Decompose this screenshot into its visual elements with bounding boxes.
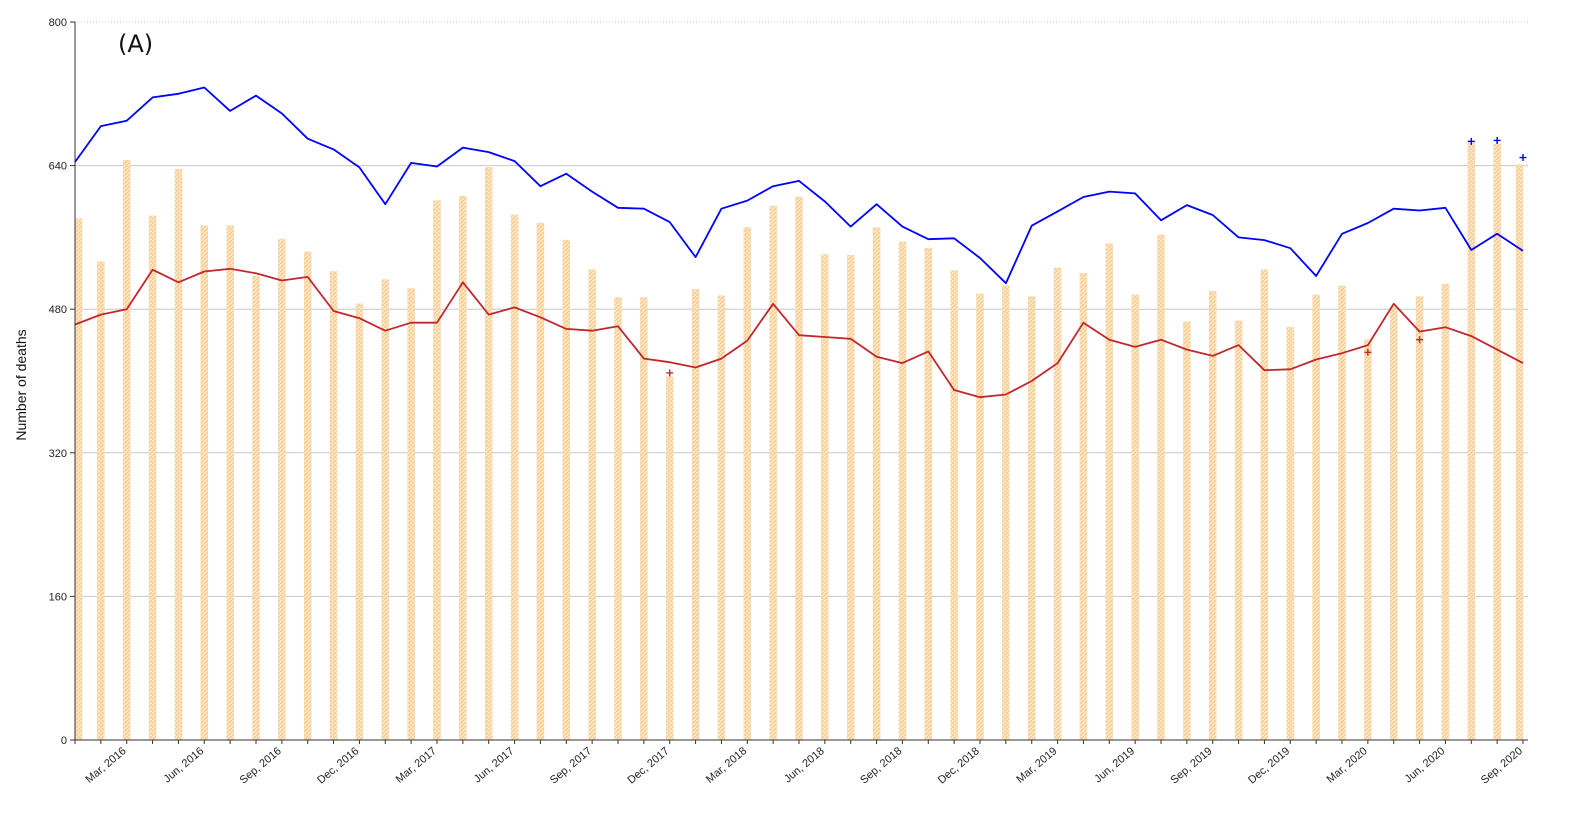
bar-6	[226, 225, 234, 741]
marker-0-1	[1493, 136, 1501, 144]
x-tick-label-7: Dec, 2017	[626, 745, 672, 786]
x-tick-label-1: Jun, 2016	[161, 745, 206, 785]
bar-45	[1234, 320, 1243, 741]
bar-48	[1312, 294, 1320, 741]
bar-46	[1260, 269, 1269, 741]
bar-26	[743, 227, 752, 741]
line-series-1	[74, 267, 1524, 399]
bar-22	[640, 297, 648, 741]
bar-50	[1364, 339, 1372, 741]
marker-0-2	[1519, 154, 1527, 162]
marker-0-0	[1467, 137, 1475, 145]
bar-3	[148, 215, 157, 741]
bar-20	[588, 269, 596, 741]
bar-series	[74, 142, 1524, 741]
bar-30	[846, 255, 855, 741]
line-markers	[666, 136, 1527, 377]
y-tick-label-3: 480	[49, 304, 67, 316]
y-tick-label-1: 160	[49, 591, 67, 603]
bar-28	[795, 196, 803, 741]
bar-52	[1415, 296, 1424, 741]
bar-25	[717, 295, 726, 741]
bar-11	[355, 303, 364, 741]
bar-43	[1183, 321, 1191, 741]
bar-37	[1027, 296, 1036, 741]
bar-7	[252, 275, 260, 741]
x-tick-label-13: Jun, 2019	[1092, 745, 1137, 785]
x-tick-label-0: Mar, 2016	[83, 745, 128, 786]
bar-53	[1441, 283, 1450, 741]
x-tick-label-12: Mar, 2019	[1014, 745, 1059, 786]
bar-9	[303, 251, 312, 741]
x-tick-label-15: Dec, 2019	[1246, 745, 1292, 786]
marker-1-1	[1364, 348, 1372, 356]
bar-42	[1157, 234, 1165, 741]
x-tick-label-10: Sep, 2018	[858, 745, 904, 786]
line-series	[74, 86, 1524, 399]
bar-2	[122, 159, 131, 741]
bar-27	[769, 205, 777, 741]
y-axis-title: Number of deaths	[13, 329, 29, 440]
bar-23	[665, 376, 674, 741]
line-series-0	[74, 86, 1524, 285]
bar-21	[614, 297, 622, 741]
bar-24	[691, 289, 700, 741]
x-tick-label-14: Sep, 2019	[1169, 745, 1215, 786]
bar-31	[872, 227, 881, 741]
x-tick-label-5: Jun, 2017	[472, 745, 517, 785]
bar-8	[278, 238, 286, 741]
bar-18	[536, 222, 545, 741]
bar-1	[97, 261, 105, 741]
bar-13	[407, 288, 415, 741]
bar-19	[562, 239, 571, 741]
x-tick-label-4: Mar, 2017	[394, 745, 439, 786]
bar-39	[1079, 273, 1088, 741]
bar-44	[1208, 291, 1217, 741]
bar-41	[1131, 294, 1139, 741]
y-tick-label-5: 800	[49, 17, 67, 29]
bar-5	[200, 225, 209, 741]
bar-34	[950, 270, 958, 741]
bar-0	[74, 218, 83, 741]
bar-12	[381, 279, 390, 741]
bar-54	[1467, 142, 1476, 741]
bar-51	[1389, 306, 1398, 741]
bar-16	[484, 167, 493, 741]
y-tick-label-4: 640	[49, 161, 67, 173]
marker-1-0	[666, 369, 674, 377]
axes	[70, 21, 1528, 744]
y-tick-label-0: 0	[61, 735, 67, 747]
x-tick-label-3: Dec, 2016	[315, 745, 361, 786]
x-tick-label-9: Jun, 2018	[782, 745, 827, 785]
bar-47	[1286, 326, 1295, 741]
x-tick-label-18: Sep, 2020	[1479, 745, 1525, 786]
y-tick-label-2: 320	[49, 448, 67, 460]
x-tick-label-8: Mar, 2018	[704, 745, 749, 786]
x-tick-label-6: Sep, 2017	[548, 745, 594, 786]
bar-32	[898, 241, 907, 741]
bar-29	[821, 254, 829, 741]
x-tick-label-11: Dec, 2018	[936, 745, 982, 786]
tick-labels: 0 160 320 480 640 800 Mar, 2016 Jun, 2016 Sep, 2…	[49, 17, 1525, 787]
bar-17	[510, 214, 519, 741]
bar-14	[433, 200, 441, 741]
bar-35	[976, 293, 984, 741]
marker-1-2	[1416, 336, 1424, 344]
bar-33	[924, 247, 933, 741]
x-tick-label-2: Sep, 2016	[238, 745, 284, 786]
bar-40	[1105, 243, 1114, 741]
bar-15	[459, 195, 467, 741]
bar-10	[329, 271, 338, 741]
bar-4	[174, 168, 183, 741]
x-tick-label-16: Mar, 2020	[1325, 745, 1370, 786]
panel-label: (A)	[118, 30, 153, 58]
bar-36	[1002, 285, 1010, 741]
bar-38	[1053, 267, 1062, 741]
x-tick-label-17: Jun, 2020	[1403, 745, 1448, 785]
